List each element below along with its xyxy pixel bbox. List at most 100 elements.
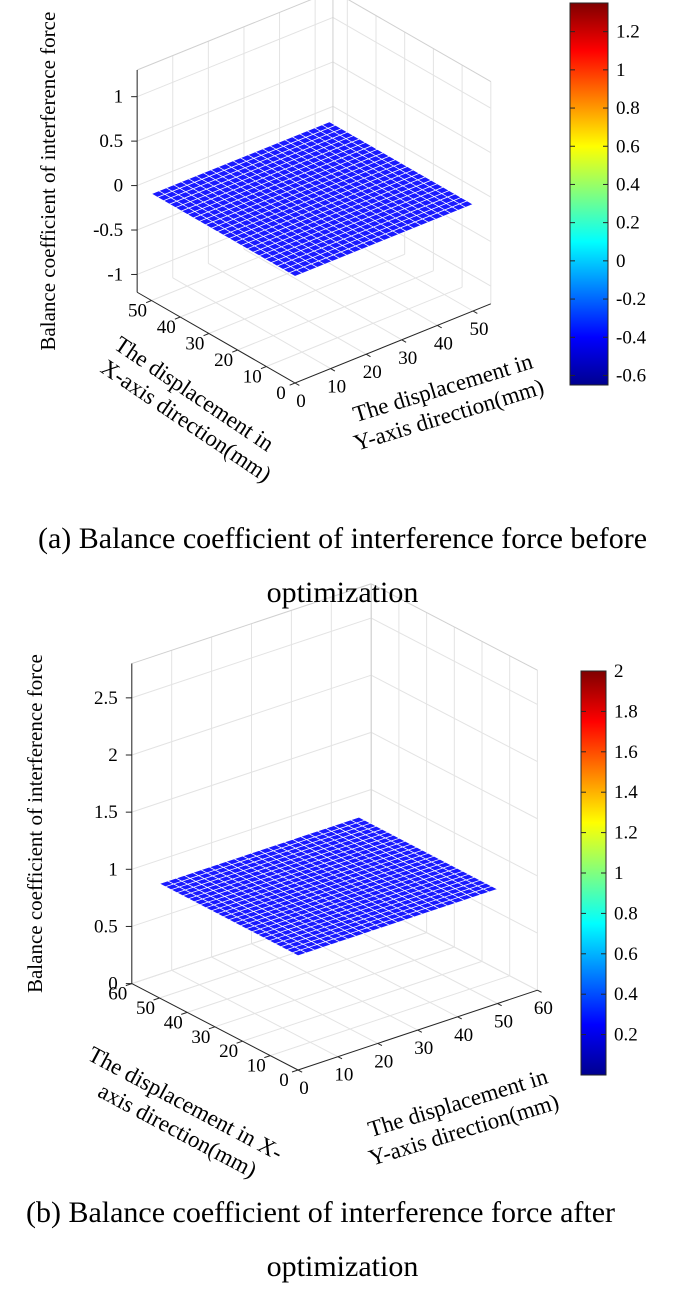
colorbar-tick-label: 0.8 bbox=[616, 98, 640, 119]
colorbar-tick-label: 0.4 bbox=[616, 174, 640, 195]
colorbar-tick-label: 0.6 bbox=[616, 136, 640, 157]
floor-gridline bbox=[251, 943, 418, 1031]
caption-b-line1: (b) Balance coefficient of interference … bbox=[25, 1196, 616, 1229]
y-tick bbox=[365, 353, 371, 358]
colorbar-tick-label: -0.2 bbox=[616, 289, 646, 310]
x-tick-label: 40 bbox=[157, 317, 176, 338]
floor-gridline bbox=[237, 270, 434, 351]
x-tick-label: 20 bbox=[214, 350, 233, 371]
wall-gridline bbox=[370, 731, 538, 820]
wall-gridline bbox=[131, 617, 372, 699]
colorbar-tick-label: 0.4 bbox=[614, 984, 638, 1005]
y-tick bbox=[537, 989, 542, 993]
x-tick bbox=[289, 382, 296, 386]
wall-gridline bbox=[136, 105, 334, 187]
x-tick bbox=[236, 1040, 243, 1044]
colorbar-tick-label: 0.8 bbox=[614, 903, 638, 924]
x-tick bbox=[153, 997, 160, 1001]
y-tick-label: 0 bbox=[299, 1078, 309, 1099]
y-tick bbox=[437, 324, 442, 329]
colorbar-tick-label: -0.4 bbox=[616, 327, 647, 348]
surface-cell bbox=[321, 121, 337, 129]
floor-gridline bbox=[243, 248, 403, 341]
z-tick-label: 0 bbox=[108, 974, 118, 995]
x-tick-label: 20 bbox=[219, 1041, 238, 1062]
x-tick-label: 0 bbox=[279, 1070, 289, 1091]
caption-a-line2: optimization bbox=[266, 576, 419, 609]
wall-gridline bbox=[131, 731, 372, 813]
z-tick-label: 2 bbox=[108, 745, 118, 766]
z-tick-label: 0 bbox=[114, 176, 124, 197]
colorbar-tick-label: 1.2 bbox=[614, 823, 638, 844]
wall-gridline bbox=[332, 17, 492, 109]
y-tick-label: 10 bbox=[334, 1065, 353, 1086]
wall-gridline bbox=[136, 61, 334, 142]
floor-gridline bbox=[172, 277, 331, 370]
colorbar-tick-label: 1.2 bbox=[616, 22, 640, 43]
chart-a-before-optimization: 0102030405001020304050-1-0.500.51Balance… bbox=[36, 0, 647, 487]
floor-gridline bbox=[266, 286, 463, 367]
floor-gridline bbox=[208, 263, 367, 355]
wall-gridline bbox=[370, 617, 538, 705]
z-tick-label: 0.5 bbox=[99, 131, 123, 152]
caption-a-line1: (a) Balance coefficient of interference … bbox=[37, 522, 648, 555]
z-axis-label: Balance coefficient of interference forc… bbox=[23, 654, 47, 993]
floor-gridline bbox=[208, 253, 405, 334]
x-tick-label: 30 bbox=[191, 1027, 210, 1048]
y-tick-label: 10 bbox=[327, 377, 346, 398]
wall-gridline bbox=[136, 17, 334, 98]
caption-b-line2: optimization bbox=[266, 1250, 419, 1283]
colorbar-tick-label: 2 bbox=[614, 661, 624, 682]
x-tick-label: 50 bbox=[136, 998, 155, 1019]
y-tick bbox=[294, 382, 300, 386]
z-tick-label: 1 bbox=[114, 87, 124, 108]
colorbar-tick-label: 0.6 bbox=[614, 944, 638, 965]
floor-gridline bbox=[171, 969, 339, 1058]
z-axis-label: Balance coefficient of interference forc… bbox=[36, 12, 60, 351]
colorbar bbox=[569, 2, 609, 386]
z-tick-label: 2.5 bbox=[94, 688, 118, 709]
x-tick bbox=[260, 366, 267, 370]
surface-cell bbox=[349, 816, 366, 824]
x-tick bbox=[181, 1011, 188, 1015]
wall-edge bbox=[370, 583, 538, 671]
colorbar-tick-label: 1 bbox=[616, 60, 626, 81]
surface bbox=[158, 816, 499, 957]
colorbar-tick-label: 0 bbox=[616, 251, 626, 272]
colorbar-tick-label: 0.2 bbox=[616, 213, 640, 234]
y-tick bbox=[377, 1042, 383, 1047]
floor-gridline bbox=[211, 956, 379, 1044]
wall-edge bbox=[131, 583, 372, 665]
y-tick-label: 40 bbox=[454, 1025, 473, 1046]
y-tick-label: 20 bbox=[374, 1051, 393, 1072]
y-tick bbox=[297, 1069, 303, 1073]
x-tick bbox=[232, 349, 238, 353]
y-tick-label: 30 bbox=[398, 348, 417, 369]
x-tick-label: 10 bbox=[243, 367, 262, 388]
colorbar-tick-label: 0.2 bbox=[614, 1025, 638, 1046]
z-tick-label: -1 bbox=[107, 264, 123, 285]
y-tick bbox=[457, 1016, 462, 1020]
wall-gridline bbox=[370, 789, 538, 877]
chart-b-after-optimization: 0102030405060010203040506000.511.522.5Ba… bbox=[23, 583, 638, 1183]
colorbar-tick-label: 1.8 bbox=[614, 701, 638, 722]
x-tick-label: 30 bbox=[185, 334, 204, 355]
x-tick-label: 40 bbox=[164, 1012, 183, 1033]
z-tick-label: -0.5 bbox=[93, 220, 123, 241]
y-tick bbox=[337, 1056, 343, 1060]
x-tick bbox=[208, 1026, 216, 1030]
x-tick bbox=[174, 316, 181, 320]
colorbar-tick-label: 1 bbox=[614, 863, 624, 884]
colorbar-tick-label: 1.4 bbox=[614, 782, 638, 803]
y-axis-line bbox=[294, 303, 491, 384]
y-tick bbox=[330, 368, 336, 372]
x-tick-label: 10 bbox=[247, 1056, 266, 1077]
wall-gridline bbox=[370, 674, 538, 763]
y-tick-label: 0 bbox=[296, 391, 306, 412]
y-tick-label: 50 bbox=[494, 1012, 513, 1033]
x-tick bbox=[203, 333, 210, 337]
y-tick bbox=[417, 1029, 423, 1033]
z-tick-label: 1.5 bbox=[94, 802, 118, 823]
x-axis-line bbox=[136, 291, 296, 384]
wall-gridline bbox=[332, 61, 492, 154]
